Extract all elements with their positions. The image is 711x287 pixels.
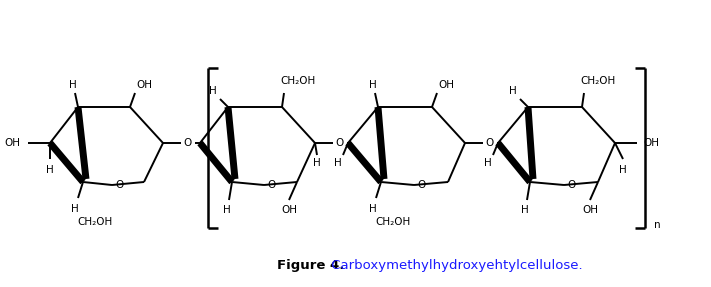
Text: O: O	[336, 138, 344, 148]
Text: H: H	[71, 204, 79, 214]
Text: Carboxymethylhydroxyehtylcellulose.: Carboxymethylhydroxyehtylcellulose.	[327, 259, 582, 272]
Text: O: O	[417, 180, 425, 190]
Text: H: H	[521, 205, 529, 215]
Text: CH₂OH: CH₂OH	[280, 76, 316, 86]
Text: H: H	[69, 80, 77, 90]
Text: CH₂OH: CH₂OH	[580, 76, 616, 86]
Text: CH₂OH: CH₂OH	[77, 217, 112, 227]
Text: H: H	[313, 158, 321, 168]
Text: n: n	[653, 220, 661, 230]
Text: H: H	[334, 158, 342, 168]
Text: OH: OH	[136, 80, 152, 90]
Text: H: H	[369, 80, 377, 90]
Text: H: H	[223, 205, 231, 215]
Text: O: O	[184, 138, 192, 148]
Text: O: O	[567, 180, 575, 190]
Text: Figure 4.: Figure 4.	[277, 259, 344, 272]
Text: H: H	[209, 86, 217, 96]
Text: OH: OH	[281, 205, 297, 215]
Text: OH: OH	[643, 138, 659, 148]
Text: CH₂OH: CH₂OH	[375, 217, 411, 227]
Text: H: H	[484, 158, 492, 168]
Text: OH: OH	[582, 205, 598, 215]
Text: H: H	[46, 165, 54, 175]
Text: H: H	[369, 204, 377, 214]
Text: H: H	[619, 165, 627, 175]
Text: O: O	[267, 180, 275, 190]
Text: OH: OH	[4, 138, 20, 148]
Text: H: H	[509, 86, 517, 96]
Text: O: O	[115, 180, 123, 190]
Text: OH: OH	[438, 80, 454, 90]
Text: O: O	[486, 138, 494, 148]
